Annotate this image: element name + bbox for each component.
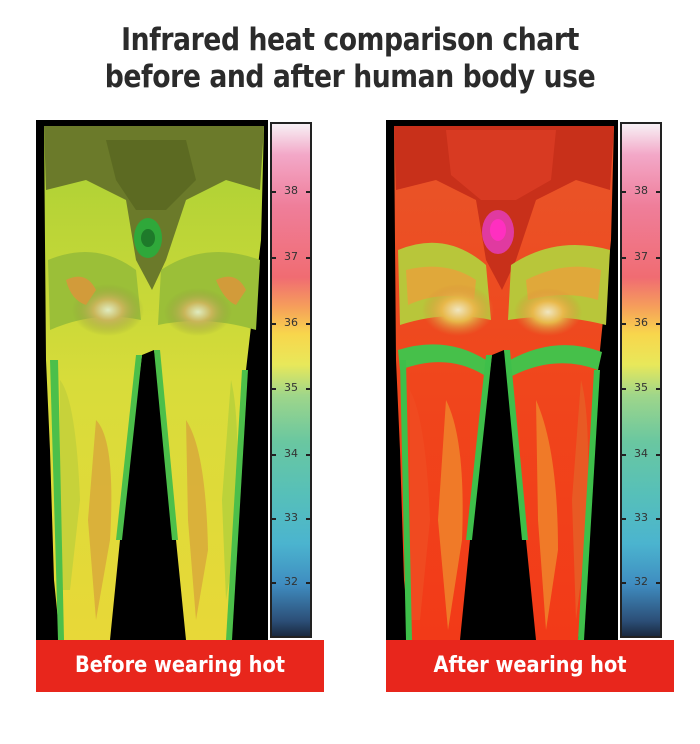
page-title: Infrared heat comparison chart before an… xyxy=(49,22,651,96)
after-thermal-panel: 38 37 36 35 34 33 32 xyxy=(386,120,696,640)
before-thermal-image xyxy=(36,120,268,640)
before-caption-banner: Before wearing hot pants xyxy=(36,640,324,730)
after-temperature-scale: 38 37 36 35 34 33 32 xyxy=(620,122,662,638)
after-caption-banner: After wearing hot pants xyxy=(386,640,674,730)
after-thermal-image xyxy=(386,120,618,640)
before-thermal-panel: 38 37 36 35 34 33 32 xyxy=(36,120,346,640)
after-caption: After wearing hot pants xyxy=(433,653,627,730)
title-line-1: Infrared heat comparison chart xyxy=(121,22,579,58)
before-temperature-scale: 38 37 36 35 34 33 32 xyxy=(270,122,312,638)
title-line-2: before and after human body use xyxy=(104,59,596,95)
before-caption: Before wearing hot pants xyxy=(74,653,286,730)
